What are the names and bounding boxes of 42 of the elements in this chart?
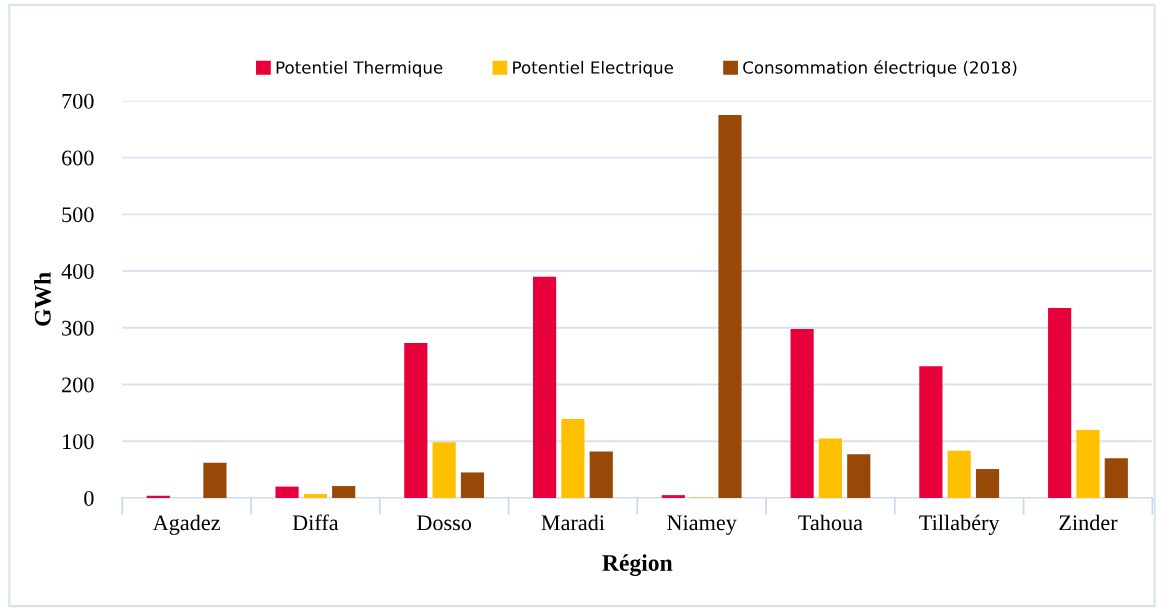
bar [532, 276, 557, 498]
y-tick-label: 100 [63, 434, 94, 450]
bar [790, 328, 814, 498]
x-tick-label: Dosso [416, 515, 472, 531]
bar [661, 495, 685, 498]
y-tick-label: 700 [62, 93, 94, 109]
bar [275, 486, 299, 498]
bar [947, 450, 971, 498]
bar [919, 366, 943, 498]
bar [818, 438, 843, 498]
y-tick-label: 200 [62, 377, 94, 393]
bar [718, 115, 742, 498]
bar [203, 462, 227, 498]
bar [1048, 307, 1072, 498]
bar [847, 454, 871, 498]
x-tick-label: Zinder [1059, 514, 1118, 531]
x-tick-label: Maradi [541, 514, 605, 531]
bar [404, 343, 428, 498]
y-axis-title: GWh [34, 272, 51, 326]
y-tick-label: 600 [62, 150, 94, 166]
legend-label: Potentiel Electrique [513, 60, 674, 78]
bar [561, 419, 585, 498]
x-tick-label: Diffa [292, 514, 339, 531]
y-tick-label: 500 [62, 207, 94, 223]
x-axis-title: Région [602, 554, 673, 576]
bar [589, 451, 613, 498]
bar [460, 472, 485, 498]
y-tick-label: 0 [84, 490, 94, 506]
legend-label: Consommation électrique (2018) [743, 60, 1017, 78]
bar [975, 469, 1000, 498]
legend-label: Potentiel Thermique [276, 60, 443, 78]
bar [1104, 458, 1128, 498]
x-tick-label: Tahoua [798, 514, 863, 531]
bar [303, 493, 327, 498]
bar [432, 442, 456, 498]
x-tick-label: Tillabéry [919, 514, 1000, 535]
x-tick-label: Agadez [152, 514, 220, 535]
y-tick-label: 400 [61, 263, 94, 279]
y-tick-label: 300 [62, 320, 94, 336]
bar [1076, 429, 1100, 498]
bar [332, 486, 356, 498]
x-tick-label: Niamey [667, 515, 737, 535]
